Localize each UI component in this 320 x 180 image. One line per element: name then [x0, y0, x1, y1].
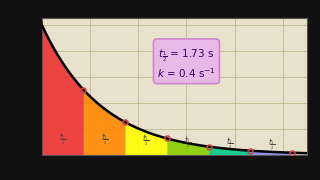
Title: first order integrated rate law
(linear plot): first order integrated rate law (linear … — [102, 0, 247, 16]
X-axis label: time, sec: time, sec — [152, 176, 197, 180]
Text: $t_{\frac{1}{2}}$ = 1.73 s
$k$ = 0.4 s$^{-1}$: $t_{\frac{1}{2}}$ = 1.73 s $k$ = 0.4 s$^… — [157, 47, 216, 80]
Text: $t_{\frac{1}{2}}$: $t_{\frac{1}{2}}$ — [184, 134, 191, 150]
Text: $t_{\frac{1}{2}}$: $t_{\frac{1}{2}}$ — [100, 132, 108, 147]
Text: $t_{\frac{1}{2}}$: $t_{\frac{1}{2}}$ — [142, 133, 150, 148]
Text: $t_{\frac{1}{2}}$: $t_{\frac{1}{2}}$ — [268, 136, 275, 152]
Y-axis label: [A]: [A] — [5, 78, 15, 94]
Text: $t_{\frac{1}{2}}$: $t_{\frac{1}{2}}$ — [226, 136, 233, 151]
Text: $t_{\frac{1}{2}}$: $t_{\frac{1}{2}}$ — [59, 132, 66, 147]
